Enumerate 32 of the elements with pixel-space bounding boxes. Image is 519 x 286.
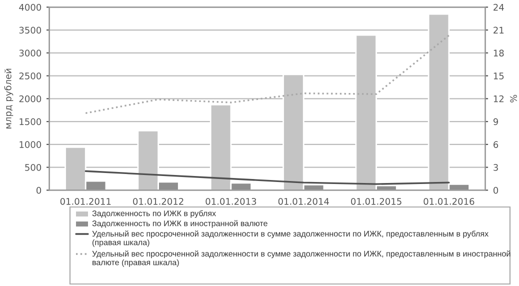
y-tick-label: 3500 — [19, 26, 42, 34]
y2-tick-label: 12 — [494, 95, 504, 102]
line-series — [84, 34, 450, 114]
legend-label: Задолженность по ИЖК в иностранной валюте — [92, 220, 268, 228]
legend-label: Удельный вес просроченной задолженности в сумме задолженности по ИЖК, предоставленным в рублях (правая шкала) — [92, 230, 488, 247]
x-tick-label: 01.01.2015 — [351, 198, 402, 205]
y2-tick-label: 0 — [494, 186, 498, 194]
y2-tick-label: 15 — [494, 72, 504, 80]
y-tick-label: 3000 — [19, 50, 42, 56]
x-tick-label: 01.01.2014 — [278, 198, 329, 205]
legend-label: Удельный вес просроченной задолженности в сумме задолженности по ИЖК, предоставленным в иностранной валюте (правая шкала) — [92, 250, 510, 267]
x-tick-label: 01.01.2016 — [424, 198, 474, 205]
y2-tick-label: 21 — [494, 26, 504, 34]
y-tick-label: 1000 — [20, 141, 42, 148]
y2-tick-label: 3 — [494, 164, 498, 171]
y-tick-label: 1500 — [20, 118, 42, 126]
x-tick-label: 01.01.2013 — [206, 198, 256, 205]
line-series — [84, 170, 450, 185]
y-tick-label: 4000 — [19, 4, 42, 11]
x-tick-label: 01.01.2012 — [133, 198, 184, 205]
y2-tick-label: 6 — [494, 141, 498, 148]
y-tick-label: 500 — [25, 164, 42, 171]
y2-tick-label: 18 — [494, 50, 504, 56]
y2-tick-label: 24 — [494, 4, 504, 11]
y-tick-label: 0 — [36, 186, 42, 194]
y2-tick-label: 9 — [493, 118, 498, 126]
x-tick-label: 01.01.2011 — [60, 198, 111, 205]
y2-axis-title: % — [510, 94, 517, 102]
y-axis-title: млрд рублей — [4, 68, 14, 128]
legend-label: Задолженность по ИЖК в рублях — [92, 210, 216, 218]
y-tick-label: 2500 — [19, 72, 42, 80]
y-tick-label: 2000 — [19, 95, 42, 102]
